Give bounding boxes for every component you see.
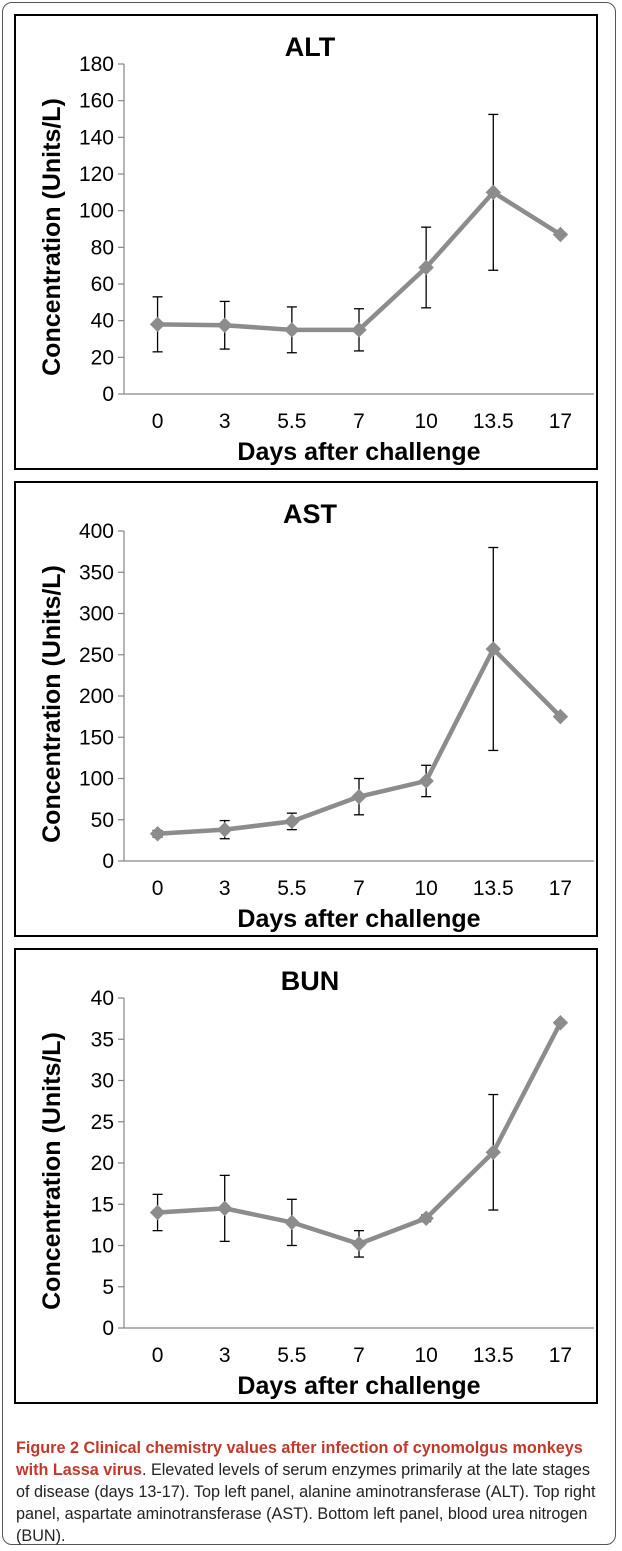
- x-tick-label: 7: [353, 877, 365, 900]
- data-point-marker: [149, 316, 166, 333]
- data-point-marker: [351, 322, 367, 338]
- y-tick-label: 250: [79, 644, 114, 667]
- data-point-marker: [351, 1236, 367, 1252]
- y-tick-label: 180: [79, 53, 114, 76]
- x-tick-label: 13.5: [473, 1344, 514, 1367]
- y-tick-label: 300: [79, 603, 114, 626]
- data-point-marker: [351, 788, 367, 805]
- y-tick-label: 50: [91, 809, 114, 832]
- y-tick-label: 20: [91, 1152, 114, 1175]
- data-point-marker: [418, 259, 434, 276]
- x-tick-label: 13.5: [473, 410, 514, 433]
- y-axis-title: Concentration (Units/L): [38, 98, 66, 376]
- chart-title: AST: [283, 499, 338, 529]
- data-point-marker: [149, 826, 166, 842]
- y-tick-label: 160: [79, 90, 114, 113]
- data-point-marker: [149, 1204, 166, 1221]
- figure-caption: Figure 2 Clinical chemistry values after…: [16, 1437, 606, 1547]
- chart-alt: ALT 0 20 40 60 80 100 120 140 160 180 0 3 5.5 7 10 13.5 1…: [38, 32, 594, 466]
- y-tick-label: 100: [79, 200, 114, 223]
- y-tick-label: 120: [79, 163, 114, 186]
- data-point-marker: [217, 317, 233, 333]
- y-tick-label: 400: [79, 520, 114, 543]
- y-tick-label: 140: [79, 126, 114, 149]
- data-point-marker: [485, 184, 501, 201]
- y-tick-label: 0: [102, 383, 114, 406]
- x-tick-label: 7: [353, 1344, 365, 1367]
- data-point-marker: [217, 821, 233, 838]
- chart-panel-bun: BUN 0 5 10 15 20 25 30 35 40 0 3 5.5 7 10 13.5 17 Days af…: [14, 948, 598, 1404]
- x-axis-title: Days after challenge: [237, 905, 480, 933]
- y-tick-label: 40: [91, 310, 114, 333]
- data-point-marker: [284, 813, 300, 830]
- x-tick-label: 0: [152, 877, 164, 900]
- chart-title: BUN: [281, 966, 340, 996]
- y-tick-label: 60: [91, 273, 114, 296]
- x-tick-label: 17: [549, 410, 572, 433]
- chart-panel-alt: ALT 0 20 40 60 80 100 120 140 160 180 0 3 5.5 7 10 13.5 1…: [14, 14, 598, 470]
- y-axis-title: Concentration (Units/L): [38, 1032, 66, 1310]
- y-tick-label: 200: [79, 685, 114, 708]
- y-tick-label: 0: [102, 850, 114, 873]
- chart-bun: BUN 0 5 10 15 20 25 30 35 40 0 3 5.5 7 10 13.5 17 Days af…: [38, 966, 594, 1400]
- y-tick-label: 150: [79, 726, 114, 749]
- chart-panel-ast: AST 0 50 100 150 200 250 300 350 400 0 3 5.5 7 10 13.5 1…: [14, 481, 598, 937]
- x-tick-label: 17: [549, 877, 572, 900]
- chart-title: ALT: [285, 32, 336, 62]
- x-tick-label: 3: [219, 877, 231, 900]
- y-tick-label: 40: [91, 987, 114, 1010]
- y-axis-title: Concentration (Units/L): [38, 565, 66, 843]
- x-tick-label: 13.5: [473, 877, 514, 900]
- series-line: [157, 1021, 563, 1247]
- x-tick-label: 5.5: [277, 1344, 306, 1367]
- x-tick-label: 5.5: [277, 410, 306, 433]
- data-point-marker: [485, 1144, 501, 1160]
- x-tick-label: 10: [414, 410, 437, 433]
- y-tick-label: 0: [102, 1317, 114, 1340]
- chart-ast: AST 0 50 100 150 200 250 300 350 400 0 3 5.5 7 10 13.5 1…: [38, 499, 594, 933]
- data-point-marker: [552, 708, 569, 725]
- y-tick-label: 20: [91, 346, 114, 369]
- y-tick-label: 35: [91, 1028, 114, 1051]
- y-tick-label: 100: [79, 768, 114, 791]
- y-tick-label: 350: [79, 561, 114, 584]
- x-tick-label: 3: [219, 410, 231, 433]
- x-axis-title: Days after challenge: [237, 438, 480, 466]
- data-point-marker: [284, 1214, 300, 1231]
- y-tick-label: 5: [102, 1276, 114, 1299]
- y-tick-label: 30: [91, 1070, 114, 1093]
- data-point-marker: [485, 641, 501, 657]
- x-axis-title: Days after challenge: [237, 1372, 480, 1400]
- data-point-marker: [552, 226, 569, 243]
- x-tick-label: 10: [414, 1344, 437, 1367]
- data-point-marker: [418, 1210, 434, 1226]
- y-tick-label: 15: [91, 1193, 114, 1216]
- data-point-marker: [217, 1200, 233, 1217]
- x-tick-label: 0: [152, 1344, 164, 1367]
- y-tick-label: 80: [91, 236, 114, 259]
- x-tick-label: 10: [414, 877, 437, 900]
- y-tick-label: 10: [91, 1235, 114, 1258]
- data-point-marker: [284, 322, 300, 338]
- x-tick-label: 7: [353, 410, 365, 433]
- x-tick-label: 17: [549, 1344, 572, 1367]
- caption-body: . Elevated levels of serum enzymes prima…: [16, 1461, 596, 1545]
- x-tick-label: 5.5: [277, 877, 306, 900]
- data-point-marker: [418, 773, 434, 789]
- x-tick-label: 0: [152, 410, 164, 433]
- caption-title: Figure 2 Clinical chemistry values after…: [16, 1439, 583, 1479]
- data-point-marker: [552, 1015, 569, 1031]
- y-tick-label: 25: [91, 1111, 114, 1134]
- x-tick-label: 3: [219, 1344, 231, 1367]
